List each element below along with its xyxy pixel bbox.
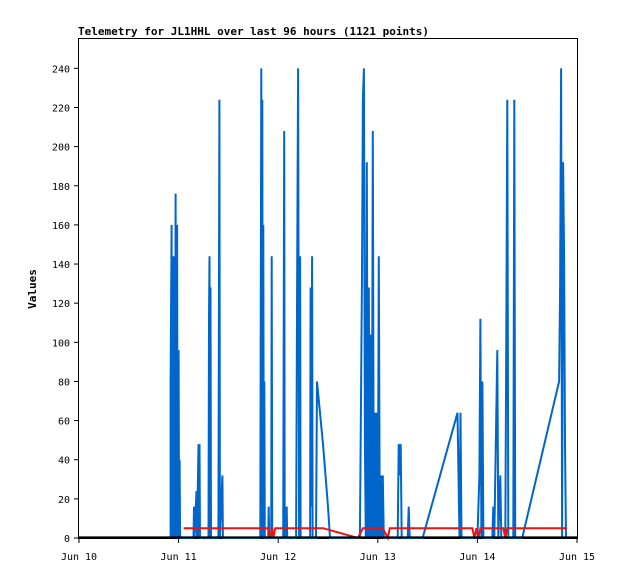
x-tick-label: Jun 12 <box>260 552 296 563</box>
y-tick-label: 160 <box>52 221 70 232</box>
y-axis: 0 20 40 60 80 100 120 140 160 180 200 220 240 <box>52 64 79 545</box>
y-tick-label: 180 <box>52 182 70 193</box>
y-tick-label: 220 <box>52 103 70 114</box>
y-tick-label: 120 <box>52 299 70 310</box>
series-layer <box>79 68 577 542</box>
chart-title: Telemetry for JL1HHL over last 96 hours … <box>78 25 429 38</box>
y-tick-label: 140 <box>52 260 70 271</box>
y-tick-label: 80 <box>58 377 70 388</box>
x-tick-label: Jun 10 <box>61 552 97 563</box>
y-tick-label: 240 <box>52 64 70 75</box>
x-axis: Jun 10 Jun 11 Jun 12 Jun 13 Jun 14 Jun 15 <box>61 538 595 563</box>
y-tick-label: 20 <box>58 495 70 506</box>
plot-area-frame <box>78 38 578 539</box>
y-axis-title: Values <box>26 269 39 309</box>
x-tick-label: Jun 11 <box>161 552 197 563</box>
series-line-1 <box>169 68 567 539</box>
y-tick-label: 60 <box>58 417 70 428</box>
x-tick-label: Jun 15 <box>559 552 595 563</box>
x-tick-label: Jun 13 <box>360 552 396 563</box>
y-tick-label: 200 <box>52 143 70 154</box>
x-tick-label: Jun 14 <box>459 552 495 563</box>
y-tick-label: 0 <box>64 534 70 545</box>
y-tick-label: 40 <box>58 456 70 467</box>
y-tick-label: 100 <box>52 338 70 349</box>
